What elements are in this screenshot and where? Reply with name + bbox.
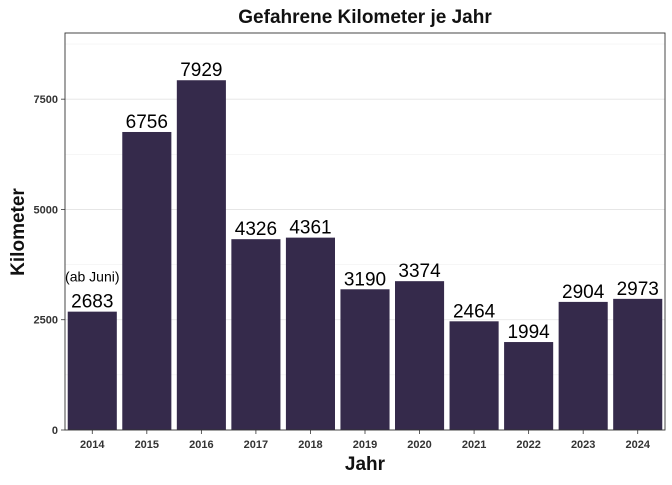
bar-2021 [449,321,499,430]
plot-border [64,32,666,431]
data-label-2024: 2973 [617,279,659,300]
annotation-2014: (ab Juni) [65,269,119,285]
x-tick-label-2024: 2024 [625,439,650,451]
x-tick-label-2023: 2023 [571,439,595,451]
x-tick-label-2017: 2017 [244,439,268,451]
y-tick-label: 7500 [34,94,58,106]
plot-area: 2683 2014 6756 2015 7929 2016 4326 2017 4361 2018… [34,32,666,451]
y-tick-label: 5000 [34,204,58,216]
data-label-2016: 7929 [180,60,222,81]
bar-2015 [122,131,172,430]
y-tick-label: 2500 [34,315,58,327]
data-label-2020: 3374 [398,261,441,282]
x-tick-label-2015: 2015 [135,439,159,451]
bar-2014 [67,311,117,430]
x-axis-title: Jahr [345,454,386,475]
bar-2024 [613,298,663,430]
data-label-2014: 2683 [71,292,113,313]
data-label-2015: 6756 [126,112,168,133]
x-tick-label-2020: 2020 [407,439,431,451]
y-axis-title: Kilometer [8,188,29,276]
x-tick-label-2022: 2022 [516,439,540,451]
x-tick-label-2021: 2021 [462,439,486,451]
bar-2022 [504,342,554,430]
x-tick-label-2016: 2016 [189,439,213,451]
y-tick-label: 0 [52,425,58,437]
x-tick-label-2014: 2014 [80,439,105,451]
bar-2020 [395,281,445,430]
data-label-2022: 1994 [507,322,550,343]
chart-title: Gefahrene Kilometer je Jahr [238,7,492,28]
data-label-2017: 4326 [235,219,277,240]
data-label-2019: 3190 [344,269,386,290]
bar-2019 [340,289,390,430]
bar-2016 [176,80,226,431]
data-label-2023: 2904 [562,282,605,303]
x-tick-label-2018: 2018 [298,439,322,451]
data-label-2021: 2464 [453,301,496,322]
bar-2018 [285,237,335,430]
x-tick-label-2019: 2019 [353,439,377,451]
bar-2017 [231,239,281,430]
bar-2023 [558,301,608,430]
data-label-2018: 4361 [289,218,331,239]
